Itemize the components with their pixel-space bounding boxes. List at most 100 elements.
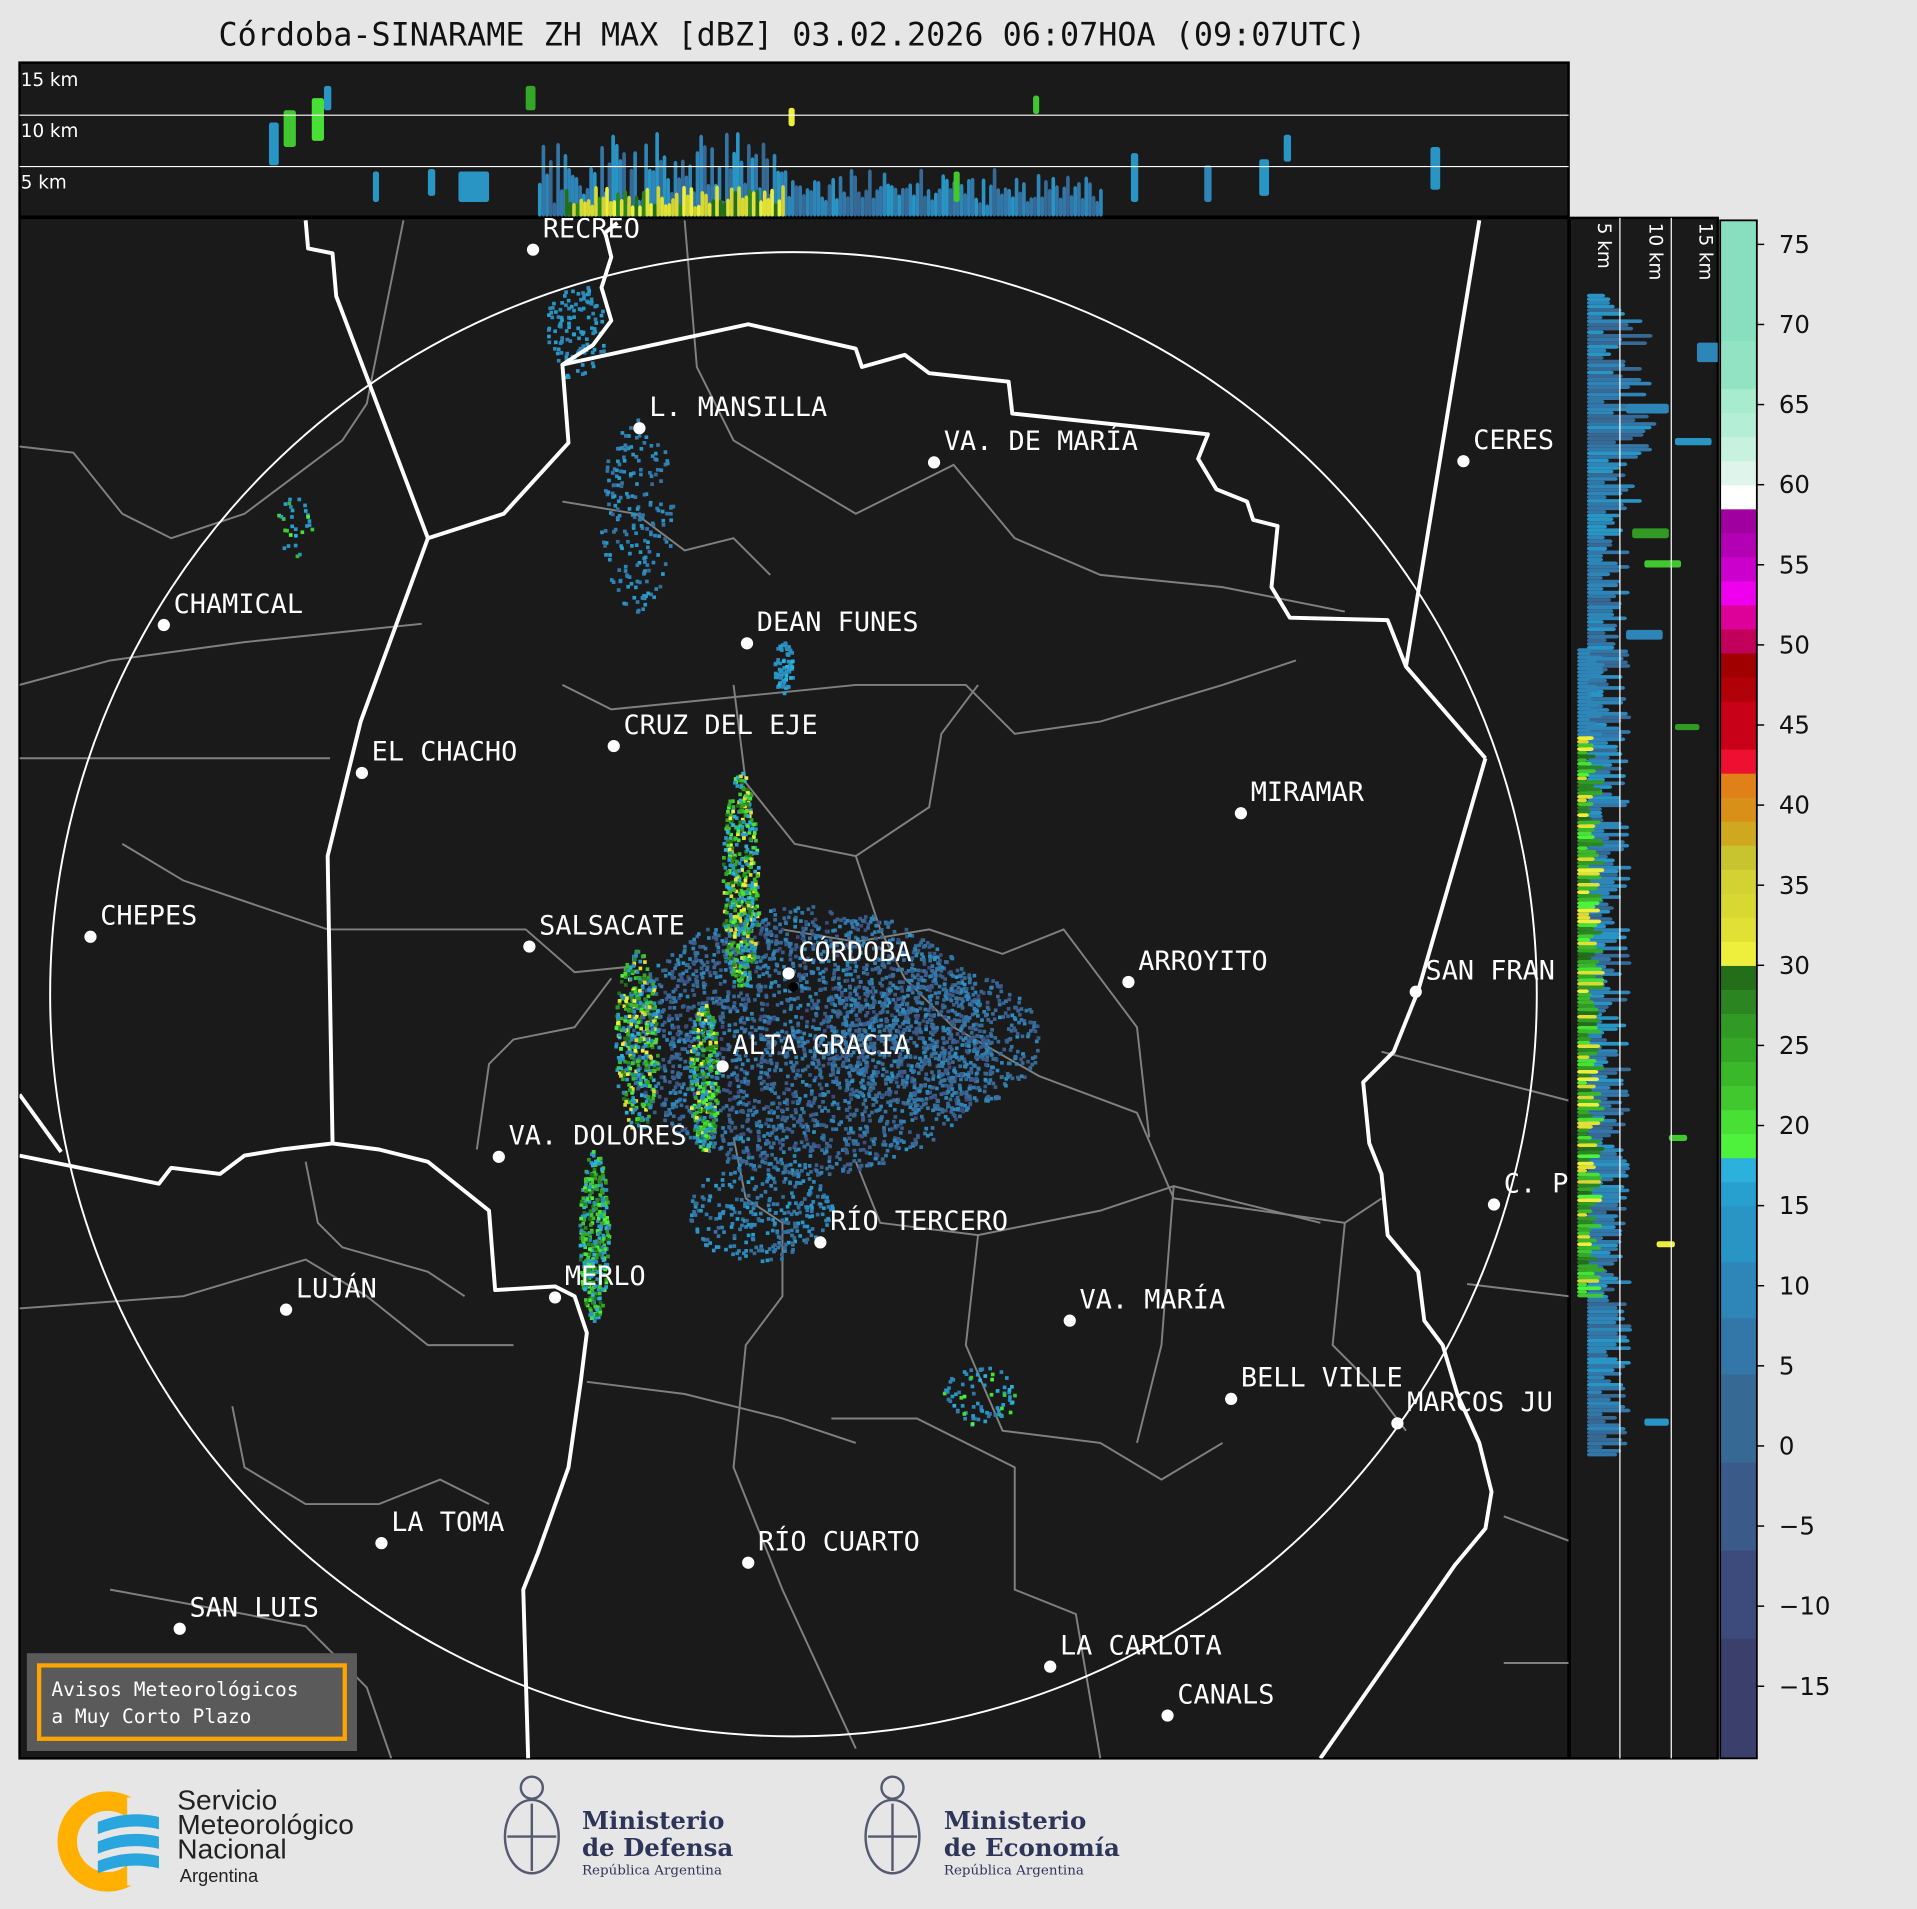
colorbar-band <box>1720 893 1757 918</box>
top-height-profile-panel: 15 km 10 km 5 km <box>18 61 1570 218</box>
city-dot <box>84 930 97 943</box>
city-dot <box>633 422 646 435</box>
city-dot <box>157 618 170 632</box>
city-marker[interactable]: BELL VILLE <box>1225 1363 1403 1406</box>
colorbar-band <box>1720 1037 1757 1063</box>
colorbar-band <box>1720 580 1757 606</box>
city-label: LA CARLOTA <box>1060 1630 1222 1661</box>
city-label: MARCOS JU <box>1407 1387 1553 1418</box>
city-marker[interactable]: VA. DE MARÍA <box>927 425 1138 469</box>
height-label-5km: 5 km <box>21 173 67 194</box>
colorbar-tick-label: 0 <box>1779 1431 1795 1460</box>
city-marker[interactable]: MARCOS JU <box>1391 1387 1553 1430</box>
city-marker[interactable]: SAN LUIS <box>173 1593 319 1635</box>
colorbar-tick-label: 50 <box>1779 630 1810 659</box>
city-label: SAN LUIS <box>189 1593 318 1624</box>
city-marker[interactable]: VA. DOLORES <box>492 1121 687 1163</box>
defensa-line-2: de Defensa <box>582 1833 733 1862</box>
city-marker[interactable]: MIRAMAR <box>1234 777 1365 820</box>
colorbar-tick-label: −15 <box>1779 1672 1831 1701</box>
city-marker[interactable]: RÍO CUARTO <box>742 1526 920 1569</box>
city-dot <box>1391 1417 1404 1430</box>
colorbar-band <box>1720 869 1757 894</box>
colorbar-band <box>1720 340 1757 390</box>
city-dot <box>814 1236 827 1249</box>
colorbar-tick-label: 55 <box>1779 550 1810 579</box>
colorbar-band <box>1720 604 1757 630</box>
city-dot <box>1044 1660 1057 1673</box>
colorbar-band <box>1720 1181 1757 1207</box>
city-marker[interactable]: ALTA GRACIA <box>716 1030 910 1073</box>
city-dot <box>173 1622 186 1635</box>
city-dot <box>1409 985 1422 998</box>
colorbar-tick-label: 5 <box>1779 1351 1795 1380</box>
colorbar-tick-label: −10 <box>1779 1592 1831 1621</box>
colorbar-band <box>1720 1085 1757 1111</box>
city-marker[interactable]: LUJÁN <box>279 1272 377 1316</box>
city-marker[interactable]: CHEPES <box>84 901 197 943</box>
city-marker[interactable]: L. MANSILLA <box>633 392 827 435</box>
colorbar-band <box>1720 1638 1757 1759</box>
colorbar-band <box>1720 220 1757 342</box>
colorbar-band <box>1720 797 1757 822</box>
city-marker[interactable]: C. P <box>1487 1168 1569 1211</box>
city-marker[interactable]: LA CARLOTA <box>1044 1630 1222 1673</box>
colorbar-tick-label: 40 <box>1779 791 1810 820</box>
city-label: VA. DOLORES <box>509 1121 687 1152</box>
radar-map[interactable]: RECREO L. MANSILLA VA. DE MARÍA CERES CHAMIC… <box>18 213 1570 1760</box>
city-marker[interactable]: RÍO TERCERO <box>814 1205 1008 1249</box>
city-label: MIRAMAR <box>1251 777 1365 808</box>
colorbar-tick-label: 30 <box>1779 951 1810 980</box>
radar-range-ring <box>49 251 1538 1738</box>
city-label: CHEPES <box>100 901 197 932</box>
department-borders <box>19 220 1569 1759</box>
economia-line-1: Ministerio <box>944 1806 1086 1835</box>
city-dot <box>1225 1392 1238 1406</box>
colorbar-tick-label: 75 <box>1779 230 1810 259</box>
colorbar-band <box>1720 652 1757 678</box>
city-label: LUJÁN <box>296 1272 377 1304</box>
city-marker[interactable]: MERLO <box>548 1261 646 1304</box>
city-marker[interactable]: EL CHACHO <box>355 737 518 780</box>
colorbar-band <box>1720 1317 1757 1375</box>
city-marker[interactable]: ARROYITO <box>1122 946 1268 989</box>
city-marker[interactable]: RECREO <box>526 213 640 256</box>
city-dot <box>279 1303 293 1316</box>
city-label: CERES <box>1473 425 1554 456</box>
city-marker[interactable]: CANALS <box>1161 1679 1274 1722</box>
city-marker[interactable]: CRUZ DEL EJE <box>607 710 818 753</box>
city-dot <box>607 739 620 753</box>
colorbar-tick-label: 45 <box>1779 711 1810 740</box>
city-label: BELL VILLE <box>1241 1363 1403 1394</box>
city-label: CRUZ DEL EJE <box>624 710 818 741</box>
city-marker[interactable]: CHAMICAL <box>157 589 303 632</box>
city-label: C. P <box>1504 1168 1569 1199</box>
warning-box[interactable]: Avisos Meteorológicos a Muy Corto Plazo <box>26 1653 357 1752</box>
city-marker[interactable]: DEAN FUNES <box>740 607 919 650</box>
colorbar-band <box>1720 989 1757 1014</box>
colorbar-tick-label: −5 <box>1779 1512 1815 1541</box>
colorbar-tick-label: 10 <box>1779 1271 1810 1300</box>
side-label-5km: 5 km <box>1593 223 1614 269</box>
colorbar-band <box>1720 532 1757 558</box>
city-marker[interactable]: CERES <box>1457 425 1554 468</box>
colorbar-band <box>1720 749 1757 774</box>
colorbar-tick-label: 35 <box>1779 871 1810 900</box>
city-dot <box>1457 455 1470 468</box>
city-marker[interactable]: VA. MARÍA <box>1063 1283 1226 1327</box>
colorbar-band <box>1720 1550 1757 1639</box>
city-label: VA. DE MARÍA <box>944 425 1138 457</box>
colorbar-band <box>1720 917 1757 942</box>
city-marker[interactable]: LA TOMA <box>375 1507 504 1550</box>
city-dot <box>1487 1198 1501 1211</box>
height-label-10km: 10 km <box>21 121 79 142</box>
colorbar-band <box>1720 1133 1757 1159</box>
colorbar-band <box>1720 460 1757 486</box>
colorbar-band <box>1720 1261 1757 1319</box>
city-marker[interactable]: SALSACATE <box>523 910 685 953</box>
city-marker[interactable]: CÓRDOBA <box>782 936 912 980</box>
colorbar-tick-label: 15 <box>1779 1191 1810 1220</box>
city-label: CÓRDOBA <box>798 936 911 968</box>
city-marker[interactable]: SAN FRAN <box>1409 956 1555 998</box>
